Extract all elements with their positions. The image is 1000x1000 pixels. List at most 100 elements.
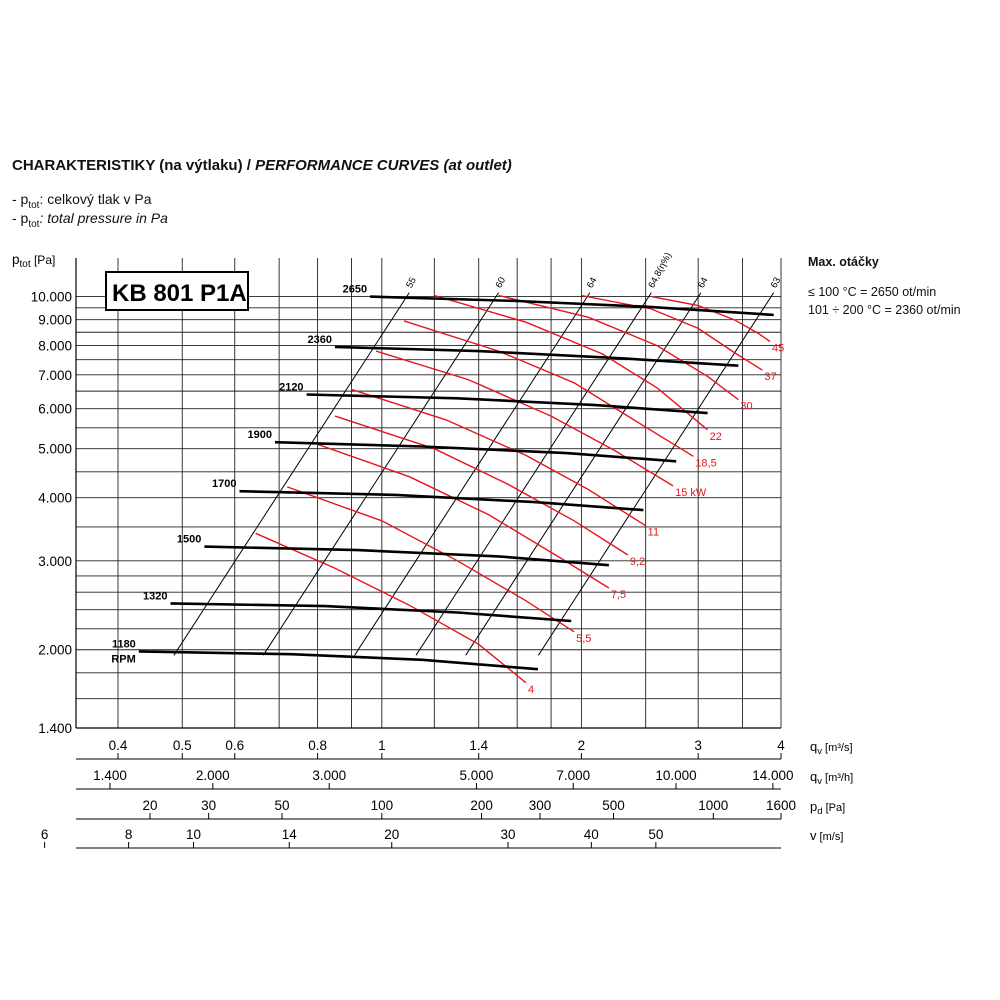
power-label: 5,5 [576, 633, 591, 645]
scale-tick-label: 1.4 [469, 738, 488, 753]
note-en: - ptot: total pressure in Pa [12, 210, 168, 230]
speed-curve [370, 295, 774, 317]
scale-tick-label: 7.000 [556, 768, 590, 783]
max-speed-heading: Max. otáčky [808, 255, 879, 269]
model-label: KB 801 P1A [112, 280, 247, 307]
efficiency-label: 55 [404, 276, 419, 291]
power-label: 4 [528, 684, 534, 696]
scale-tick-label: 50 [274, 798, 289, 813]
scale-tick-label: 40 [584, 827, 599, 842]
power-curve [375, 350, 674, 487]
y-tick-label: 9.000 [38, 313, 72, 328]
scale-tick-label: 2.000 [196, 768, 230, 783]
scale-tick-label: 10 [186, 827, 201, 842]
speed-curve [204, 545, 610, 567]
efficiency-label: 64 [585, 276, 600, 291]
speed-curve [334, 345, 739, 367]
y-axis-label: ptot [Pa] [12, 252, 55, 270]
max-speed-line: ≤ 100 °C = 2650 ot/min [808, 285, 937, 299]
efficiency-line [173, 292, 410, 656]
scale-tick-label: 2 [578, 738, 586, 753]
bottom-scales: 0.4 0.5 0.6 0.8 1 1.4 2 3 4 qv [m³/s] 1.400 2.000 3.… [41, 738, 853, 849]
scale-tick-label: 14.000 [752, 768, 793, 783]
scale-tick-label: 1000 [698, 798, 728, 813]
power-label: 37 [764, 371, 776, 383]
scale-tick-label: 500 [602, 798, 625, 813]
scale-tick-label: 30 [501, 827, 516, 842]
efficiency-line [415, 292, 652, 656]
scale-label: v [m/s] [810, 828, 843, 843]
y-tick-label: 4.000 [38, 491, 72, 506]
power-label: 22 [710, 431, 722, 443]
scale-tick-label: 3 [694, 738, 702, 753]
scale-label: qv [m³/h] [810, 769, 853, 787]
y-tick-label: 10.000 [31, 290, 72, 305]
speed-label: 1700 [212, 478, 236, 490]
power-label: 15 kW [675, 487, 707, 499]
y-tick-label: 5.000 [38, 442, 72, 457]
speed-label: 1900 [248, 429, 272, 441]
power-curve [651, 295, 771, 343]
speed-label: 2360 [308, 334, 332, 346]
y-tick-label: 8.000 [38, 339, 72, 354]
speed-label-unit: RPM [111, 653, 135, 665]
efficiency-line [262, 292, 500, 656]
scale-tick-label: 1 [378, 738, 386, 753]
y-tick-label: 1.400 [38, 721, 72, 736]
power-curve [334, 415, 629, 556]
efficiency-line [354, 292, 591, 656]
power-curve [255, 532, 527, 684]
power-curve [286, 486, 575, 633]
efficiency-label: 63 [769, 276, 784, 291]
power-label: 11 [648, 527, 659, 539]
scale-tick-label: 1600 [766, 798, 796, 813]
efficiency-label: 64 [696, 276, 711, 291]
power-curve [403, 320, 694, 457]
speed-label: 2120 [279, 382, 303, 394]
speed-label: 1500 [177, 534, 201, 546]
speed-label: 1320 [143, 590, 167, 602]
scale-tick-label: 6 [41, 827, 49, 842]
scale-tick-label: 20 [384, 827, 399, 842]
speed-curve [239, 489, 644, 512]
power-curve [434, 294, 709, 431]
scale-tick-label: 20 [142, 798, 157, 813]
speed-curve [306, 393, 708, 415]
speed-curve [170, 602, 572, 623]
efficiency-label: 60 [494, 276, 509, 291]
power-label: 30 [740, 401, 752, 413]
power-label: 18,5 [695, 457, 716, 469]
scale-tick-label: 50 [648, 827, 663, 842]
chart-title: CHARAKTERISTIKY (na výtlaku) / PERFORMAN… [12, 157, 512, 174]
speed-label: 1180 [112, 638, 136, 650]
efficiency-line [537, 292, 775, 656]
scale-tick-label: 10.000 [655, 768, 696, 783]
axes: 1.400 2.000 3.000 4.000 5.000 6.000 7.000 8.000… [12, 252, 781, 736]
power-curve [498, 294, 739, 401]
power-label: 7,5 [611, 589, 626, 601]
power-label: 9,2 [630, 556, 645, 568]
note-cz: - ptot: celkový tlak v Pa [12, 191, 152, 211]
title-en: PERFORMANCE CURVES (at outlet) [255, 157, 512, 174]
max-speed-box: Max. otáčky ≤ 100 °C = 2650 ot/min 101 ÷… [808, 253, 961, 319]
scale-tick-label: 0.5 [173, 738, 192, 753]
model-box [105, 271, 249, 311]
max-speed-line: 101 ÷ 200 °C = 2360 ot/min [808, 303, 961, 317]
power-label: 45 [772, 342, 784, 354]
scale-tick-label: 0.4 [109, 738, 128, 753]
efficiency-line [465, 292, 702, 656]
efficiency-label: 64,8(η%) [646, 251, 674, 290]
scale-tick-label: 5.000 [460, 768, 494, 783]
y-tick-label: 6.000 [38, 402, 72, 417]
scale-tick-label: 200 [470, 798, 493, 813]
scale-tick-label: 14 [282, 827, 298, 842]
power-curve [581, 294, 763, 371]
power-curve [317, 443, 610, 589]
scale-tick-label: 1.400 [93, 768, 127, 783]
scale-label: qv [m³/s] [810, 739, 853, 757]
scale-tick-label: 300 [529, 798, 552, 813]
speed-curves: 2650 2360 2120 1900 1700 1500 1320 1180 RPM [111, 284, 774, 671]
scale-tick-label: 30 [201, 798, 216, 813]
scale-tick-label: 8 [125, 827, 133, 842]
